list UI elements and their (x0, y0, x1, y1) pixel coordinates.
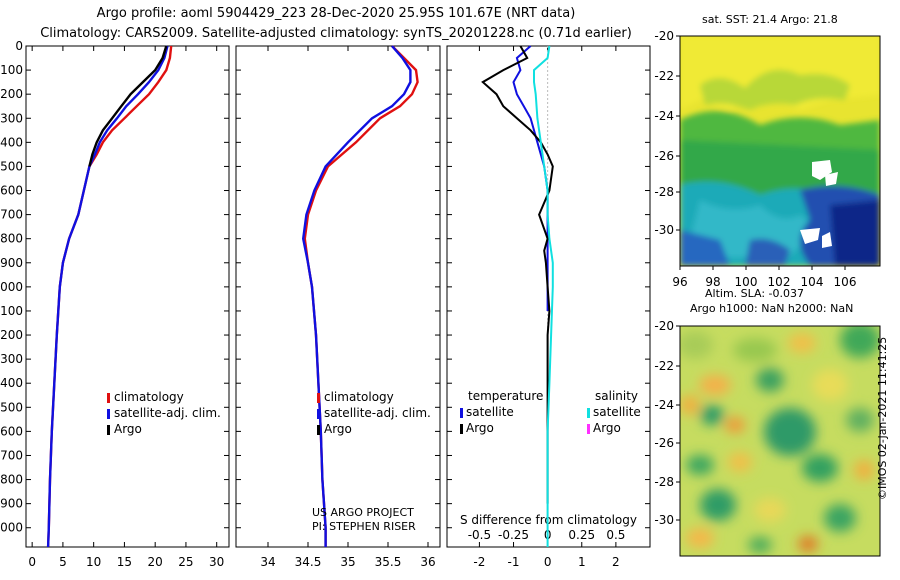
depth-tick-label: 1600 (0, 424, 23, 438)
x-tick-label: 34.5 (295, 555, 322, 569)
x-tick-label-secondary: -0.25 (498, 528, 529, 542)
depth-tick-label: 1900 (0, 497, 23, 511)
sst-map-title: sat. SST: 21.4 Argo: 21.8 (702, 13, 838, 26)
series-line-temperature-satellite (512, 45, 549, 311)
legend-swatch (460, 424, 463, 434)
series-line-temperature-argo (481, 45, 554, 504)
x-tick-label: 30 (209, 555, 224, 569)
series-line-salinity-satellite (533, 45, 554, 547)
legend-label: satellite (466, 405, 514, 419)
x-tick-label: -1 (508, 555, 520, 569)
panel-temperature: 0100200300400500600700800900100011001200… (0, 39, 230, 569)
legend-label: Argo (466, 421, 494, 435)
depth-tick-label: 1400 (0, 376, 23, 390)
legend-swatch (587, 424, 590, 434)
depth-tick-label: 100 (0, 63, 23, 77)
depth-tick-label: 1100 (0, 304, 23, 318)
legend-swatch (317, 425, 320, 435)
depth-tick-label: 400 (0, 135, 23, 149)
depth-tick-label: 200 (0, 87, 23, 101)
legend-label: climatology (114, 390, 184, 404)
legend-swatch (107, 393, 110, 403)
x-tick-label: 2 (612, 555, 620, 569)
series-line-argo (88, 45, 168, 167)
depth-tick-label: 800 (0, 232, 23, 246)
x-tick-label: 35 (340, 555, 355, 569)
x-tick-label: 10 (86, 555, 101, 569)
depth-tick-label: 1000 (0, 280, 23, 294)
x-tick-label: 34 (260, 555, 275, 569)
x-tick-label: 15 (117, 555, 132, 569)
legend-label: satellite-adj. clim. (114, 406, 221, 420)
x-tick-label: 36 (420, 555, 435, 569)
depth-tick-label: 900 (0, 256, 23, 270)
depth-tick-label: 1200 (0, 328, 23, 342)
legend-label: satellite (593, 405, 641, 419)
x-tick-label: 0 (28, 555, 36, 569)
legend-swatch (107, 409, 110, 419)
credit-text: ©IMOS 02-Jan-2021 11:41:25 (876, 336, 889, 500)
x-tick-label: 35.5 (375, 555, 402, 569)
x-tick-label: -2 (473, 555, 485, 569)
depth-tick-label: 700 (0, 208, 23, 222)
legend-swatch (317, 409, 320, 419)
x-tick-label: 20 (148, 555, 163, 569)
legend-group-title: salinity (595, 389, 638, 403)
x-tick-label-secondary: 0.5 (606, 528, 625, 542)
depth-tick-label: 600 (0, 184, 23, 198)
legend-label: Argo (593, 421, 621, 435)
depth-tick-label: 1800 (0, 473, 23, 487)
legend-swatch (460, 408, 463, 418)
legend-swatch (107, 425, 110, 435)
legend-group-title: temperature (468, 389, 543, 403)
legend-label: Argo (114, 422, 142, 436)
depth-tick-label: 1500 (0, 400, 23, 414)
x-tick-label-secondary: 0.25 (568, 528, 595, 542)
depth-tick-label: 2000 (0, 521, 23, 535)
x-tick-label: 25 (178, 555, 193, 569)
depth-tick-label: 500 (0, 159, 23, 173)
figure-title-line1: Argo profile: aoml 5904429_223 28-Dec-20… (96, 6, 576, 21)
x-tick-label-secondary: -0.5 (468, 528, 491, 542)
altimetry-map-title: Altim. SLA: -0.037 (705, 287, 805, 300)
depth-tick-label: 1700 (0, 448, 23, 462)
legend-label: climatology (324, 390, 394, 404)
figure-title-line2: Climatology: CARS2009. Satellite-adjuste… (40, 26, 632, 41)
plot-frame (235, 45, 441, 548)
altimetry-map-subtitle: Argo h1000: NaN h2000: NaN (690, 302, 854, 315)
plot-frame (25, 45, 230, 548)
depth-tick-label: 0 (15, 39, 23, 53)
series-line-satellite-adj-clim- (301, 45, 412, 547)
legend-swatch (587, 408, 590, 418)
x-tick-label: 0 (544, 555, 552, 569)
legend-swatch (317, 393, 320, 403)
x-tick-label: 1 (578, 555, 586, 569)
annotation-text: US ARGO PROJECT (312, 506, 414, 519)
depth-tick-label: 1300 (0, 352, 23, 366)
legend-label: satellite-adj. clim. (324, 406, 431, 420)
legend-label: Argo (324, 422, 352, 436)
panel-salinity: 34 34.5 35 35.5 36 climatology satellite-adj. … (235, 45, 441, 569)
depth-tick-label: 300 (0, 111, 23, 125)
annotation-text: PI: STEPHEN RISER (312, 520, 416, 533)
x-tick-label: 5 (59, 555, 67, 569)
